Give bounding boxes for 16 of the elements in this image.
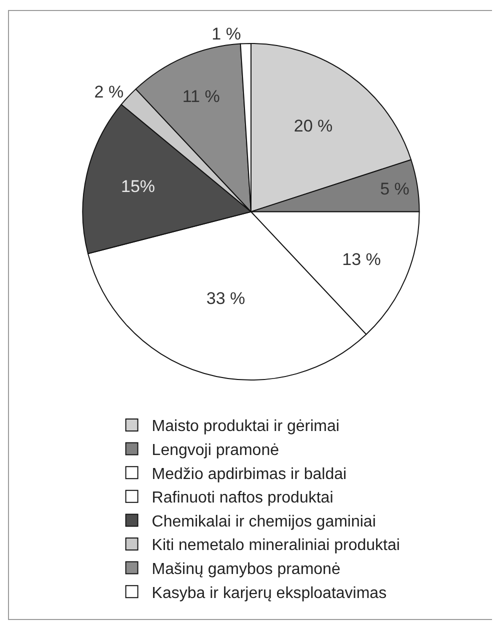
data-label: 20 %	[294, 116, 333, 136]
data-label: 13 %	[342, 250, 381, 270]
data-label: 11 %	[182, 86, 220, 106]
legend-label: Chemikalai ir chemijos gaminiai	[152, 513, 376, 530]
legend-label: Medžio apdirbimas ir baldai	[152, 466, 347, 483]
data-label: 2 %	[94, 82, 124, 102]
legend-label: Maisto produktai ir gėrimai	[152, 418, 340, 436]
data-label: 1 %	[212, 24, 241, 44]
legend-label: Rafinuoti naftos produktai	[152, 490, 334, 507]
data-label: 15%	[121, 176, 156, 196]
data-label: 33 %	[206, 289, 246, 308]
data-label: 5 %	[380, 179, 410, 198]
legend-label: Mašinų gamybos pramonė	[152, 561, 340, 578]
legend-label: Kiti nemetalo mineraliniai produktai	[152, 537, 400, 554]
legend-label: Lengvoji pramonė	[152, 442, 280, 460]
legend-label: Kasyba ir karjerų eksploatavimas	[152, 584, 387, 602]
